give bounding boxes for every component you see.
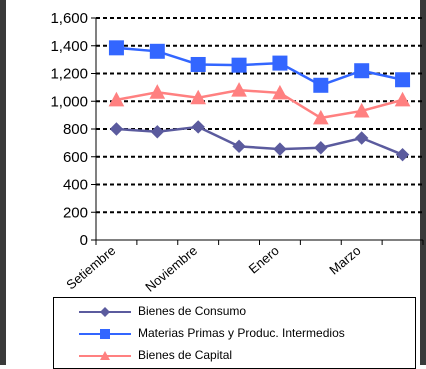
- axes: [91, 17, 424, 245]
- data-point: [232, 139, 246, 154]
- data-point: [149, 84, 166, 99]
- legend-swatch-bienes-de-capital: [79, 351, 131, 360]
- y-tick-label: 0: [80, 232, 88, 249]
- y-tick-label: 1,200: [50, 66, 88, 83]
- y-tick-label: 1,000: [50, 93, 88, 110]
- data-point: [108, 91, 125, 107]
- data-point: [190, 56, 206, 72]
- data-point: [150, 125, 165, 139]
- data-point: [354, 63, 370, 79]
- data-point: [394, 91, 411, 107]
- data-point: [273, 142, 287, 156]
- legend-item-bienes-de-capital: Bienes de Capital: [54, 345, 417, 367]
- data-point: [314, 141, 328, 155]
- legend-swatch-materias-primas: [79, 329, 131, 339]
- data-point: [191, 120, 205, 134]
- x-axis-tick-labels: Setiembre Noviembre Enero Marzo: [63, 243, 363, 295]
- legend-label-bienes-de-consumo: Bienes de Consumo: [138, 304, 247, 318]
- data-point: [395, 72, 411, 88]
- data-point: [109, 122, 124, 136]
- y-axis-tick-labels: 0 200 400 600 800 1,000 1,200 1,400 1,600: [50, 10, 88, 249]
- x-tick-label: Setiembre: [63, 243, 118, 293]
- data-point: [313, 77, 329, 93]
- series-1: [108, 40, 411, 93]
- data-point: [149, 43, 165, 59]
- y-tick-label: 1,600: [50, 10, 88, 27]
- gridlines: [96, 17, 423, 214]
- data-point: [231, 57, 247, 73]
- legend: Bienes de Consumo Materias Primas y Prod…: [53, 297, 416, 369]
- data-point: [190, 89, 207, 105]
- data-point: [272, 55, 288, 71]
- series-line: [116, 88, 403, 120]
- series-2: [108, 82, 411, 125]
- legend-label-bienes-de-capital: Bienes de Capital: [138, 348, 233, 362]
- y-tick-label: 400: [63, 177, 88, 194]
- data-point: [272, 84, 288, 100]
- x-tick-label: Marzo: [326, 243, 363, 278]
- legend-label-materias-primas: Materias Primas y Produc. Intermedios: [138, 326, 345, 340]
- data-point: [312, 109, 329, 125]
- series-line: [116, 125, 404, 156]
- data-point: [353, 102, 370, 118]
- x-tick-label: Noviembre: [142, 243, 200, 295]
- x-tick-label: Enero: [246, 243, 282, 277]
- legend-item-bienes-de-consumo: Bienes de Consumo: [54, 301, 417, 323]
- legend-swatch-bienes-de-consumo: [79, 307, 131, 317]
- data-point: [231, 82, 247, 97]
- data-point: [108, 40, 124, 56]
- data-point: [395, 147, 410, 162]
- y-tick-label: 200: [63, 204, 88, 221]
- y-tick-label: 800: [63, 121, 88, 138]
- data-point: [354, 131, 369, 145]
- series-0: [109, 120, 410, 162]
- y-tick-label: 600: [63, 149, 88, 166]
- series-lines: [108, 40, 411, 162]
- left-frame-border: [0, 0, 6, 365]
- legend-item-materias-primas: Materias Primas y Produc. Intermedios: [54, 323, 417, 345]
- y-tick-label: 1,400: [50, 38, 88, 55]
- right-frame-border: [420, 0, 426, 365]
